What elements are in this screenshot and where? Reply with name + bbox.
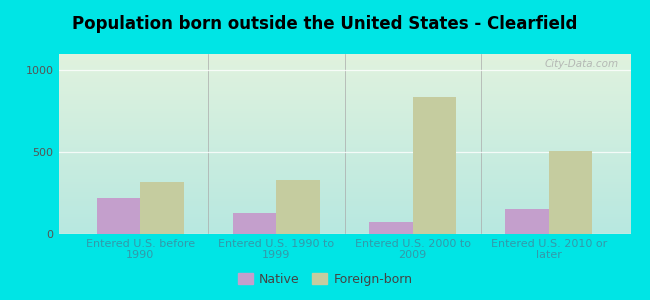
Bar: [369, 222, 413, 234]
Bar: [549, 151, 592, 234]
Bar: [97, 198, 140, 234]
Legend: Native, Foreign-born: Native, Foreign-born: [233, 268, 417, 291]
Bar: [276, 180, 320, 234]
Bar: [505, 208, 549, 234]
Bar: [233, 213, 276, 234]
Text: Population born outside the United States - Clearfield: Population born outside the United State…: [72, 15, 578, 33]
Bar: [140, 182, 184, 234]
Bar: [413, 97, 456, 234]
Text: City-Data.com: City-Data.com: [545, 59, 619, 69]
